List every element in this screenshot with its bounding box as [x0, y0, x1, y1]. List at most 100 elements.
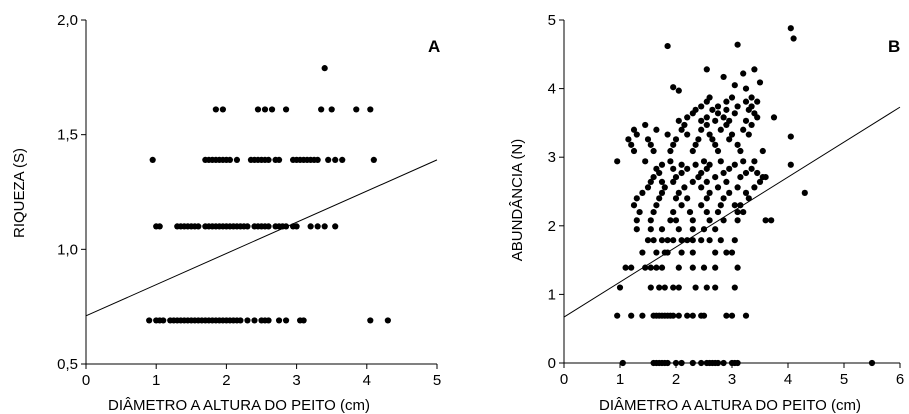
panel-b-data-point: [678, 359, 685, 367]
panel-b-data-point: [689, 178, 696, 185]
panel-b-data-point: [698, 126, 705, 133]
panel-b-data-point: [703, 208, 710, 216]
panel-a-data-point: [275, 317, 283, 324]
panel-a-data-point: [275, 156, 283, 163]
panel-b-data-point: [712, 284, 719, 291]
panel-b-data-point: [670, 208, 677, 216]
panel-a-y-tick-label: 2,0: [57, 12, 78, 29]
panel-b-data-point: [698, 103, 705, 110]
panel-a-y-tick-label: 1,5: [57, 127, 78, 144]
panel-a-y-tick-label: 0,5: [57, 356, 78, 373]
panel-b-data-point: [689, 359, 696, 367]
panel-b-data-point: [712, 117, 719, 124]
panel-b-data-point: [712, 173, 719, 181]
panel-b-data-point: [670, 284, 677, 291]
panel-b-data-point: [630, 126, 638, 133]
panel-a-data-point: [219, 106, 226, 113]
panel-b-data-point: [656, 284, 663, 291]
panel-a-data-point: [265, 317, 272, 324]
panel-b-data-point: [656, 195, 663, 202]
panel-b-data-point: [642, 121, 649, 129]
panel-b-data-point: [748, 94, 755, 101]
panel-b-data-point: [712, 226, 719, 233]
panel-a-x-tick-label: 3: [292, 372, 300, 389]
panel-b-data-point: [717, 202, 724, 209]
panel-b-data-point: [650, 237, 657, 244]
panel-b-data-point: [689, 237, 696, 244]
panel-b-data-point: [614, 158, 621, 165]
panel-a-data-point: [339, 156, 346, 163]
panel-b-data-point: [731, 237, 738, 244]
panel-a-regression-line: [85, 159, 438, 317]
panel-b-data-point: [734, 359, 741, 367]
panel-b-data-point: [756, 178, 764, 185]
panel-b-data-point: [787, 133, 794, 140]
panel-b-data-point: [667, 147, 674, 155]
panel-b-data-point: [686, 208, 694, 216]
panel-a-data-point: [384, 317, 391, 324]
panel-a-data-point: [251, 317, 258, 324]
panel-b-data-point: [675, 312, 682, 319]
panel-b-data-point: [653, 202, 660, 209]
panel-b-data-point: [664, 237, 671, 244]
panel-b-data-point: [751, 110, 758, 117]
panel-b-data-point: [731, 161, 738, 168]
panel-b-x-tick-label: 2: [672, 371, 680, 388]
panel-b-data-point: [726, 189, 733, 196]
panel-b-data-point: [630, 147, 638, 155]
panel-b-data-point: [633, 217, 640, 224]
panel-b-data-point: [653, 126, 660, 133]
panel-a-data-point: [370, 156, 377, 163]
panel-b-data-point: [745, 131, 752, 138]
panel-b-data-point: [706, 217, 713, 224]
panel-b-data-point: [689, 147, 696, 155]
panel-b-data-point: [692, 141, 699, 148]
panel-b-data-point: [664, 359, 671, 367]
panel-b-data-point: [675, 189, 682, 196]
panel-b-x-tick-label: 1: [616, 371, 624, 388]
panel-a-letter: A: [428, 37, 440, 56]
panel-b-data-point: [734, 184, 741, 191]
panel-b-data-point: [675, 264, 682, 271]
panel-b-data-point: [734, 41, 741, 48]
panel-b-data-point: [714, 184, 722, 191]
panel-b-data-point: [742, 117, 750, 124]
panel-a-data-point: [265, 223, 272, 230]
panel-b-data-point: [759, 147, 766, 155]
panel-b-data-point: [664, 131, 671, 138]
panel-b-y-tick-label: 2: [548, 218, 556, 235]
panel-b-data-point: [633, 131, 640, 138]
panel-b-data-point: [698, 184, 705, 191]
panel-b-data-point: [625, 136, 632, 143]
panel-b-data-point: [706, 161, 713, 168]
panel-b-data-point: [712, 264, 719, 271]
panel-b-data-point: [734, 264, 741, 271]
panel-b-data-point: [698, 359, 705, 367]
panel-b-data-point: [709, 136, 716, 143]
panel-b-data-point: [734, 208, 741, 216]
panel-a-data-point: [244, 223, 251, 230]
panel-a-data-point: [261, 106, 269, 113]
panel-a-x-tick-label: 5: [433, 372, 441, 389]
panel-b-data-point: [726, 165, 733, 172]
panel-b-data-point: [728, 131, 736, 138]
panel-a-data-point: [146, 317, 153, 324]
panel-b-data-point: [653, 264, 660, 271]
panel-b-data-point: [684, 114, 691, 121]
panel-b-data-point: [754, 169, 761, 177]
panel-b-data-point: [675, 226, 682, 233]
panel-b-data-point: [678, 249, 685, 256]
panel-b-data-point: [681, 121, 688, 129]
panel-b-data-point: [689, 217, 696, 224]
panel-a-data-point: [244, 317, 251, 324]
panel-b-data-point: [700, 226, 708, 233]
panel-b-x-tick-label: 6: [896, 371, 904, 388]
panel-b-data-point: [700, 264, 708, 271]
panel-a-data-point: [156, 223, 163, 230]
panel-b-y-tick-label: 4: [548, 81, 556, 98]
panel-a-data-point: [332, 156, 339, 163]
panel-a-data-point: [318, 106, 325, 113]
panel-b-data-point: [639, 312, 646, 319]
panel-a-y-tick-label: 1,0: [57, 241, 78, 258]
panel-b-data-point: [684, 131, 691, 138]
